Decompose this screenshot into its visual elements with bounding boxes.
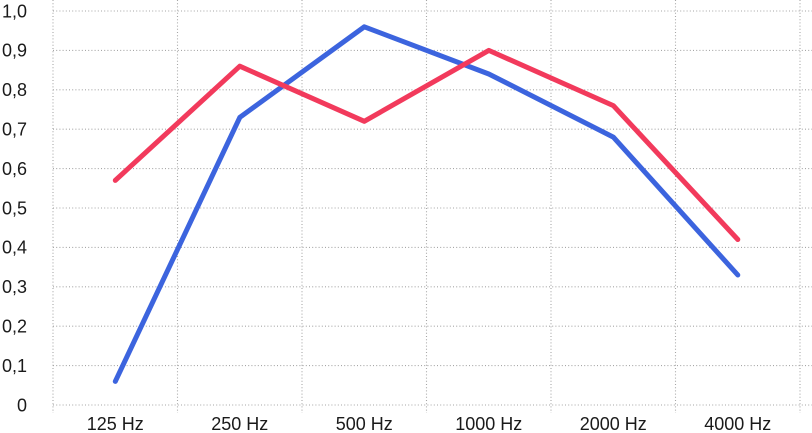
x-tick-label: 4000 Hz	[704, 414, 771, 433]
x-tick-label: 1000 Hz	[455, 414, 522, 433]
y-tick-label: 0,6	[2, 159, 27, 179]
red-series-line	[112, 47, 741, 242]
y-tick-label: 0,2	[2, 317, 27, 337]
y-tick-label: 0	[17, 395, 27, 415]
y-tick-label: 0,7	[2, 120, 27, 140]
blue-series-line	[112, 24, 741, 384]
x-tick-label: 500 Hz	[336, 414, 393, 433]
y-tick-label: 0,5	[2, 198, 27, 218]
x-tick-label: 125 Hz	[87, 414, 144, 433]
y-tick-label: 0,4	[2, 238, 27, 258]
y-tick-label: 0,3	[2, 277, 27, 297]
y-tick-label: 1,0	[2, 1, 27, 21]
y-tick-label: 0,1	[2, 356, 27, 376]
x-tick-label: 250 Hz	[211, 414, 268, 433]
y-tick-label: 0,8	[2, 80, 27, 100]
x-tick-label: 2000 Hz	[580, 414, 647, 433]
y-tick-label: 0,9	[2, 41, 27, 61]
